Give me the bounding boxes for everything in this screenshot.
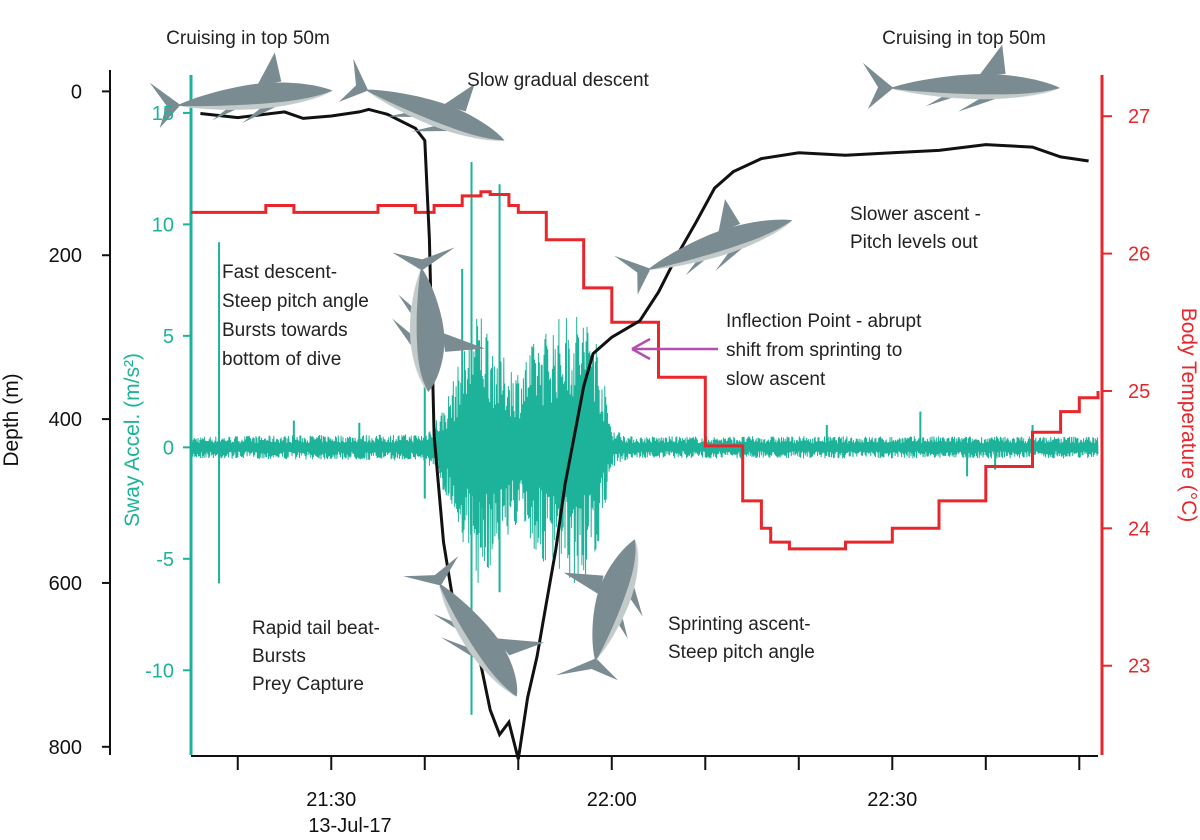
- depth-tick-label: 0: [71, 81, 82, 103]
- annotations: Cruising in top 50m Cruising in top 50m …: [166, 28, 1046, 695]
- temp-axis-title: Body Temperature (°C): [1177, 308, 1200, 523]
- annotation-slower-ascent: Slower ascent - Pitch levels out: [850, 204, 986, 253]
- temp-tick-label: 25: [1128, 381, 1150, 403]
- sway-axis-title: Sway Accel. (m/s²): [121, 353, 144, 527]
- annotation-cruise-left: Cruising in top 50m: [166, 28, 330, 49]
- annotation-tail-beat: Rapid tail beat- Bursts Prey Capture: [252, 618, 385, 695]
- depth-axis-title: Depth (m): [0, 373, 23, 466]
- shark-image-slower-ascent: [606, 182, 803, 299]
- annotation-cruise-right: Cruising in top 50m: [882, 28, 1046, 49]
- depth-line: [200, 107, 1089, 760]
- axes-group: [109, 70, 1104, 757]
- temp-tick-label: 24: [1128, 518, 1150, 540]
- time-tick-label: 22:30: [867, 789, 917, 811]
- annotation-sprinting: Sprinting ascent- Steep pitch angle: [668, 614, 816, 663]
- shark-image-slow-descent: [333, 42, 522, 162]
- sway-acceleration-noise: [190, 316, 1099, 583]
- sway-tick-label: 0: [163, 437, 174, 459]
- annotation-fast-descent: Fast descent- Steep pitch angle Bursts t…: [222, 262, 374, 370]
- annotation-slow-descent: Slow gradual descent: [467, 70, 649, 91]
- temp-tick-label: 27: [1128, 106, 1150, 128]
- time-tick-label: 22:00: [587, 789, 637, 811]
- sway-tick-label: 10: [152, 214, 174, 236]
- depth-tick-label: 400: [49, 409, 82, 431]
- depth-tick-label: 200: [49, 245, 82, 267]
- sway-tick-label: -10: [145, 660, 174, 682]
- sway-tick-label: 5: [163, 326, 174, 348]
- temp-tick-label: 26: [1128, 244, 1150, 266]
- axis-labels: Depth (m) Sway Accel. (m/s²) Body Temper…: [0, 81, 1200, 837]
- sway-tick-label: 15: [152, 103, 174, 125]
- time-tick-label: 21:30: [306, 789, 356, 811]
- depth-tick-label: 600: [49, 573, 82, 595]
- inflection-arrow: [631, 337, 718, 361]
- temp-tick-label: 23: [1128, 656, 1150, 678]
- depth-tick-label: 800: [49, 737, 82, 759]
- tick-marks: [102, 90, 1112, 770]
- tick-labels: 0 200 400 600 800 15 10 5 0 -5 -10 27 26 25 24 23 21:30 2…: [49, 81, 1151, 811]
- annotation-inflection: Inflection Point - abrupt shift from spr…: [726, 311, 927, 390]
- sway-tick-label: -5: [156, 549, 174, 571]
- sway-acceleration-spikes: [218, 161, 1034, 715]
- shark-image-sprinting: [531, 531, 667, 685]
- series-layer: [190, 107, 1100, 760]
- shark-image-cruise-right: [862, 44, 1060, 112]
- x-date-label: 13-Jul-17: [308, 815, 391, 837]
- shark-illustrations: [147, 42, 1060, 706]
